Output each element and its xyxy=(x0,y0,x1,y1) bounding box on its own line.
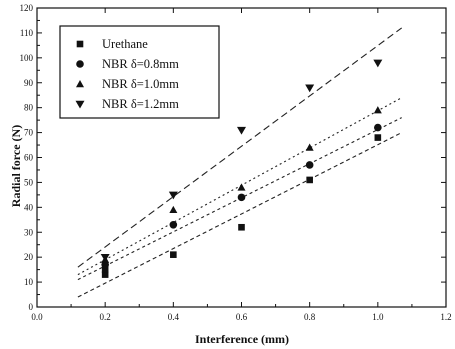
data-markers xyxy=(100,59,383,278)
legend-box xyxy=(59,25,220,119)
axis-tick-labels: 0.0 0.2 0.4 0.6 0.8 1.0 1.2 0 10 20 30 40 50 60 70 80 90… xyxy=(20,3,452,322)
y-tick-label: 70 xyxy=(24,128,34,138)
legend-marker-shape xyxy=(76,60,84,68)
fit-line-series-0 xyxy=(77,132,402,298)
data-point-series-0 xyxy=(101,266,109,273)
x-tick-label: 1.2 xyxy=(440,312,451,322)
data-point-series-2 xyxy=(305,143,314,151)
x-tick-label: 0.6 xyxy=(236,312,248,322)
data-point-series-0 xyxy=(170,251,177,258)
legend-label-nbr-0-8: NBR δ=0.8mm xyxy=(102,57,179,71)
x-tick-label: 0.0 xyxy=(31,312,43,322)
data-point-series-1 xyxy=(305,161,314,169)
y-tick-label: 50 xyxy=(24,177,34,187)
y-tick-label: 100 xyxy=(20,53,34,63)
y-tick-label: 30 xyxy=(24,227,34,237)
data-point-series-3 xyxy=(237,126,246,135)
axis-ticks xyxy=(36,7,447,308)
legend-marker-shape xyxy=(75,100,85,109)
x-tick-label: 0.2 xyxy=(100,312,111,322)
y-tick-label: 110 xyxy=(20,28,34,38)
data-point-series-3 xyxy=(373,59,383,68)
legend: Urethane NBR δ=0.8mm NBR δ=1.0mm NBR δ=1… xyxy=(59,25,220,119)
legend-marker-urethane xyxy=(76,40,84,48)
data-point-series-2 xyxy=(373,106,382,114)
y-tick-label: 120 xyxy=(20,3,34,13)
data-point-series-1 xyxy=(374,123,382,132)
y-tick-label: 80 xyxy=(24,103,34,113)
data-point-series-0 xyxy=(238,223,245,231)
y-tick-label: 90 xyxy=(24,78,34,88)
x-tick-label: 0.4 xyxy=(168,312,180,322)
legend-marker-nbr-1-2 xyxy=(75,100,85,109)
data-point-series-1 xyxy=(237,193,246,202)
legend-marker-shape xyxy=(76,40,84,48)
y-axis-title: Radial force (N) xyxy=(9,125,23,207)
data-point-series-0 xyxy=(374,134,382,141)
data-point-series-2 xyxy=(237,183,246,191)
legend-label-urethane: Urethane xyxy=(102,37,148,51)
x-axis-title: Interference (mm) xyxy=(195,332,289,346)
legend-marker-nbr-1-0 xyxy=(76,80,84,88)
legend-marker-shape xyxy=(76,80,84,88)
data-point-series-3 xyxy=(100,253,110,262)
x-tick-label: 1.0 xyxy=(372,312,384,322)
legend-label-nbr-1-0: NBR δ=1.0mm xyxy=(102,77,179,91)
legend-marker-nbr-0-8 xyxy=(76,60,84,68)
y-tick-label: 40 xyxy=(24,202,34,212)
data-point-series-3 xyxy=(305,84,315,93)
y-tick-label: 10 xyxy=(24,277,34,287)
data-point-series-1 xyxy=(169,220,178,229)
x-tick-label: 0.8 xyxy=(304,312,316,322)
data-point-series-3 xyxy=(168,191,178,200)
y-tick-label: 20 xyxy=(24,252,34,262)
legend-label-nbr-1-2: NBR δ=1.2mm xyxy=(102,97,179,111)
fit-line-series-2 xyxy=(77,97,402,276)
data-point-series-0 xyxy=(101,271,109,278)
y-tick-label: 60 xyxy=(24,153,34,163)
fit-line-series-3 xyxy=(77,27,403,268)
y-tick-label: 0 xyxy=(29,302,34,312)
data-point-series-2 xyxy=(169,205,178,214)
data-point-series-0 xyxy=(306,176,313,184)
